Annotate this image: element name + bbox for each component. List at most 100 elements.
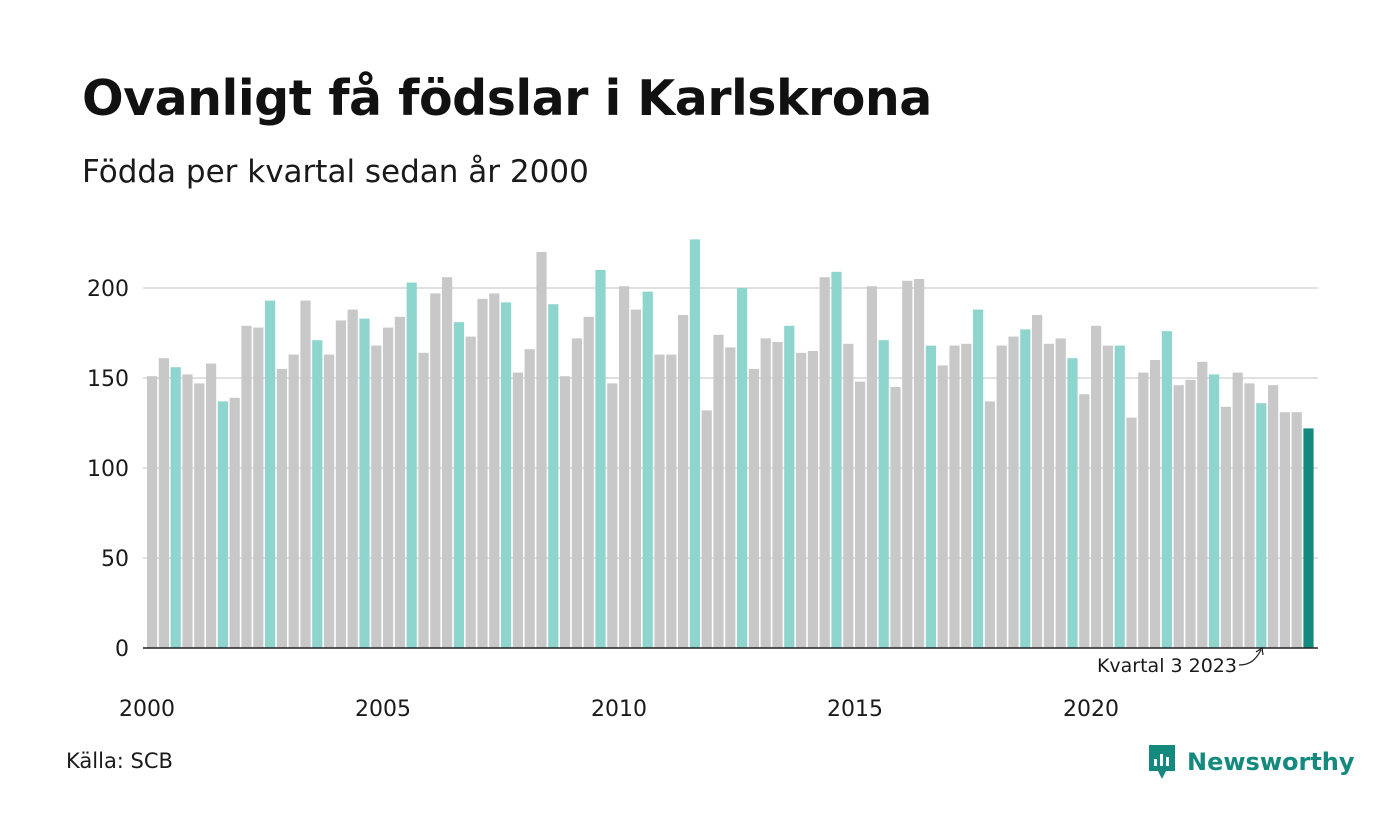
bar: [914, 279, 925, 648]
bar: [1032, 315, 1043, 648]
bar: [619, 286, 630, 648]
bar: [418, 352, 429, 648]
bar: [170, 367, 181, 648]
bar: [536, 252, 547, 648]
bar: [1161, 331, 1172, 648]
bar: [984, 401, 995, 648]
source-label: Källa: SCB: [66, 749, 173, 773]
bar: [583, 316, 594, 648]
bar: [1209, 374, 1220, 648]
bar: [501, 302, 512, 648]
bar: [855, 381, 866, 648]
bar: [1220, 406, 1231, 648]
bar: [1079, 394, 1090, 648]
bar: [772, 342, 783, 648]
bar: [725, 347, 736, 648]
chart-title: Ovanligt få födslar i Karlskrona: [82, 70, 932, 127]
bar: [324, 354, 335, 648]
bar: [713, 334, 724, 648]
bar: [1114, 345, 1125, 648]
bar: [654, 354, 665, 648]
bar: [1020, 329, 1031, 648]
bar: [1173, 385, 1184, 648]
bar: [666, 354, 677, 648]
bar: [430, 293, 441, 648]
bar: [571, 338, 582, 648]
y-tick-label: 100: [87, 457, 129, 482]
bar: [371, 345, 382, 648]
newsworthy-logo-icon: [1149, 745, 1175, 779]
bar: [1256, 403, 1267, 648]
bar: [194, 383, 205, 648]
bar: [1138, 372, 1149, 648]
bar: [607, 383, 618, 648]
bar: [890, 387, 901, 648]
bar: [819, 277, 830, 648]
bars: [147, 239, 1314, 648]
bar: [1055, 338, 1066, 648]
bar: [1279, 412, 1290, 648]
x-tick-label: 2005: [355, 697, 411, 722]
bar: [925, 345, 936, 648]
bar: [265, 300, 276, 648]
bar: [453, 322, 464, 648]
bar: [489, 293, 500, 648]
x-tick-label: 2015: [827, 697, 883, 722]
bar: [442, 277, 453, 648]
bar: [1091, 325, 1102, 648]
bar: [147, 376, 158, 648]
bar: [796, 352, 807, 648]
bar: [276, 369, 287, 648]
bar: [630, 309, 641, 648]
bar: [1185, 379, 1196, 648]
bar: [831, 271, 842, 648]
bar: [335, 320, 346, 648]
bar: [206, 363, 217, 648]
bar: [1008, 336, 1019, 648]
x-tick-label: 2000: [119, 697, 175, 722]
bar: [902, 280, 913, 648]
y-tick-label: 200: [87, 277, 129, 302]
bar: [784, 325, 795, 648]
bar: [937, 365, 948, 648]
x-tick-label: 2020: [1063, 697, 1119, 722]
bar: [1102, 345, 1113, 648]
bar: [678, 315, 689, 648]
axes: 0 50 100 150 200 2000 2005 2010 2015 2020: [87, 277, 1318, 722]
bar: [383, 327, 394, 648]
bar: [843, 343, 854, 648]
bar: [406, 282, 417, 648]
bar: [1268, 385, 1279, 648]
bar: [548, 304, 559, 648]
bar: [1150, 360, 1161, 648]
annotation: Kvartal 3 2023: [1097, 646, 1264, 677]
bar: [1291, 412, 1302, 648]
bar: [866, 286, 877, 648]
bar: [359, 318, 370, 648]
bar: [1244, 383, 1255, 648]
bar: [560, 376, 571, 648]
annotation-arrowhead: [1255, 646, 1264, 656]
bar: [394, 316, 405, 648]
bar: [241, 325, 252, 648]
annotation-arrow: [1238, 649, 1262, 666]
bar: [253, 327, 264, 648]
latest-annotation-label: Kvartal 3 2023: [1097, 655, 1237, 677]
bar: [182, 374, 193, 648]
bar: [229, 397, 240, 648]
bar: [1126, 417, 1137, 648]
bar: [949, 345, 960, 648]
bar: [217, 401, 228, 648]
bar: [347, 309, 358, 648]
bar: [689, 239, 700, 648]
y-tick-label: 0: [115, 637, 129, 662]
bar: [701, 410, 712, 648]
bar: [1232, 372, 1243, 648]
y-tick-label: 50: [101, 547, 129, 572]
bar: [512, 372, 523, 648]
bar: [737, 288, 748, 648]
bar: [973, 309, 984, 648]
bar: [878, 340, 889, 648]
bar: [477, 298, 488, 648]
